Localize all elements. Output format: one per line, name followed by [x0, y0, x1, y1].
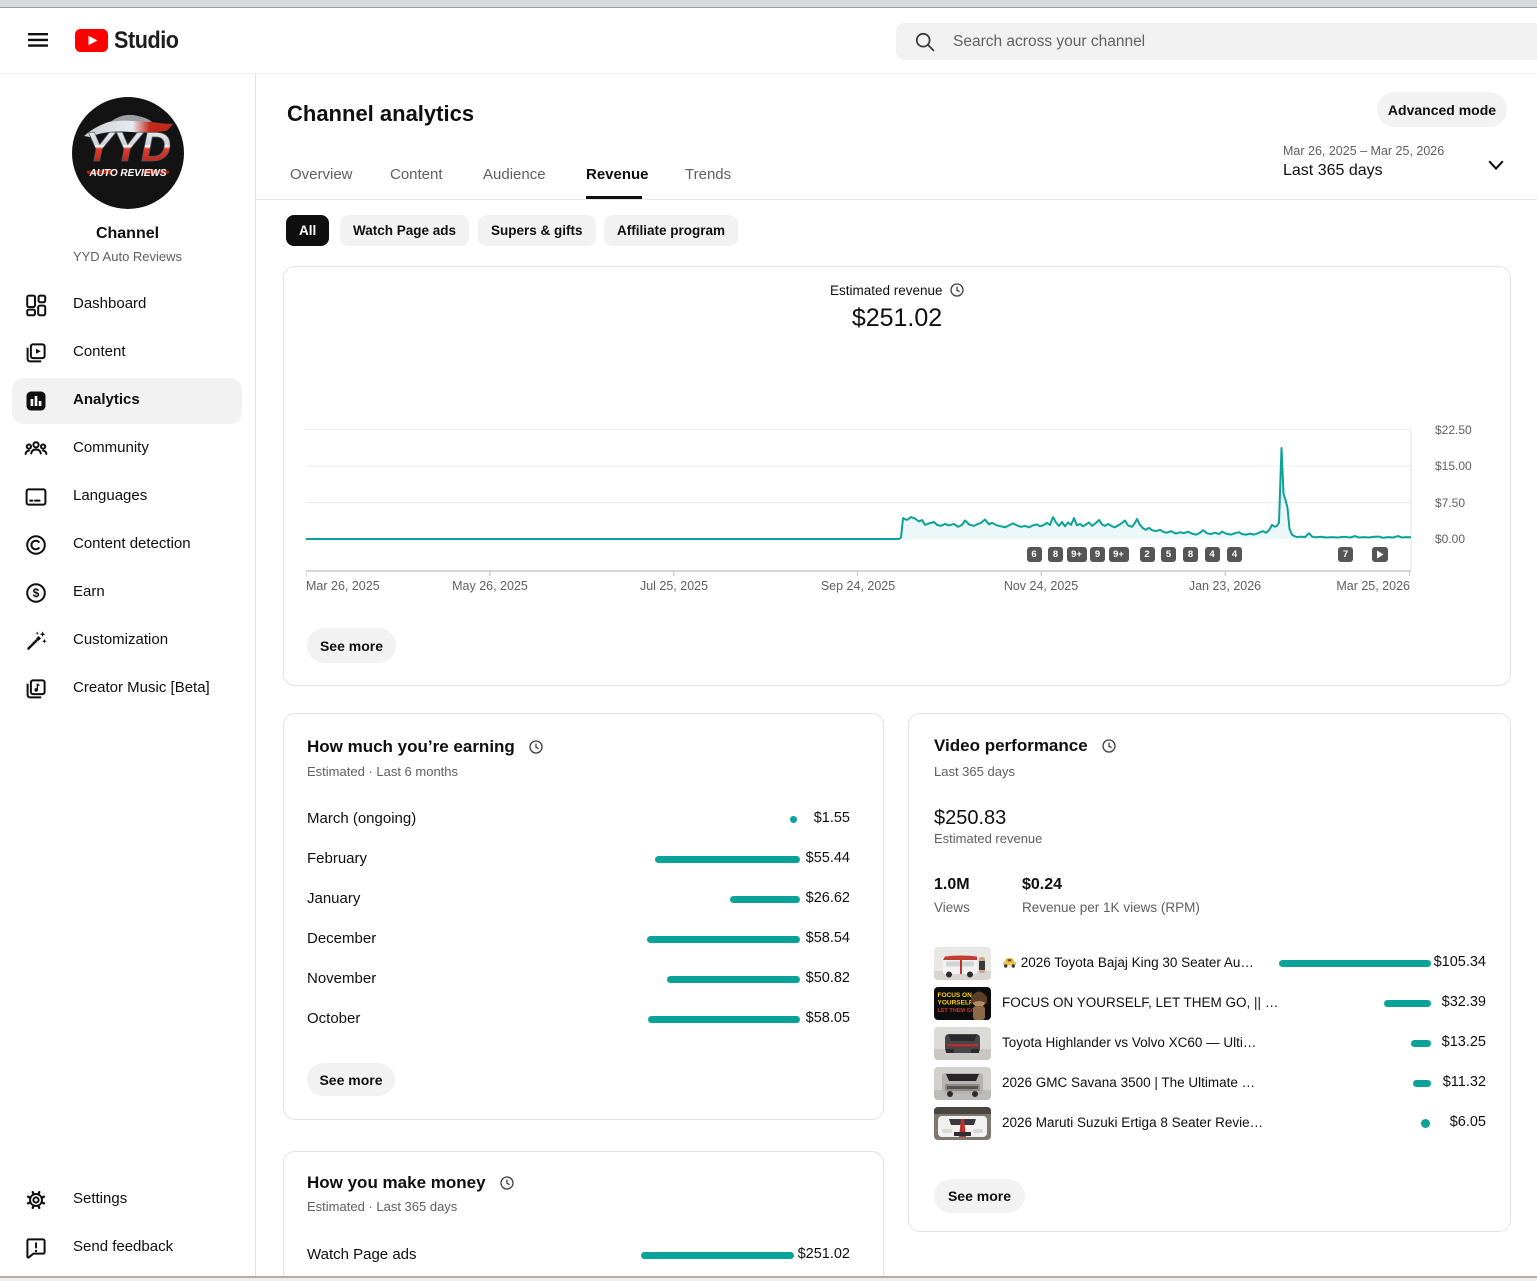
svg-text:LET THEM GO: LET THEM GO	[938, 1008, 976, 1014]
svg-text:$: $	[33, 586, 40, 600]
svg-text:AUTO REVIEWS: AUTO REVIEWS	[88, 168, 166, 179]
svg-text:YYD: YYD	[85, 123, 171, 170]
svg-text:FOCUS ON: FOCUS ON	[938, 992, 973, 999]
svg-text:YOURSELF: YOURSELF	[938, 999, 973, 1006]
